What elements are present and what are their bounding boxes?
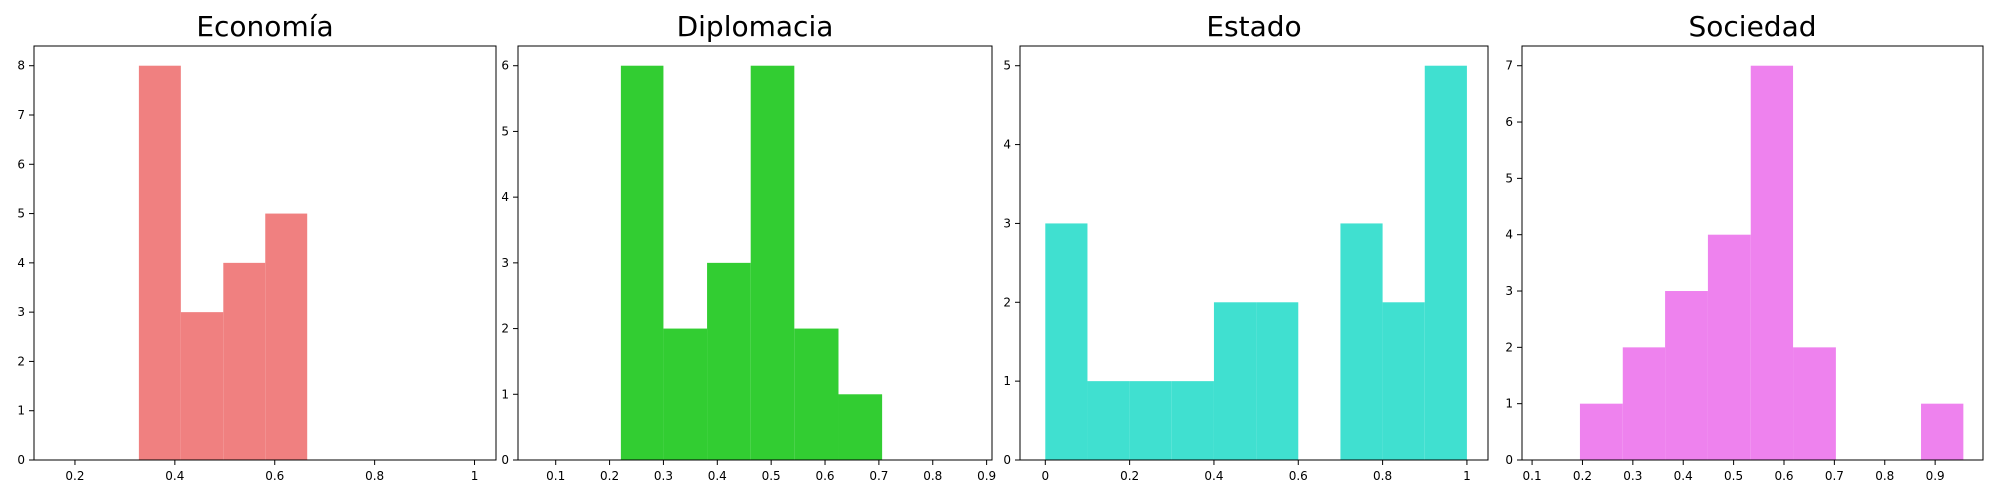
bar [750, 65, 795, 460]
y-tick-label: 4 [17, 256, 25, 270]
bar [1921, 403, 1964, 460]
bar [1129, 381, 1172, 460]
y-tick-label: 1 [17, 404, 25, 418]
x-tick-label: 0.2 [1573, 469, 1592, 483]
bar [1750, 65, 1794, 460]
x-tick-label: 0.4 [708, 469, 727, 483]
x-tick-label: 0.9 [1926, 469, 1945, 483]
bar [223, 262, 266, 460]
axes-frame [33, 45, 497, 461]
bar [838, 394, 883, 460]
y-tick-label: 4 [1505, 228, 1513, 242]
y-tick-label: 0 [17, 453, 25, 467]
x-tick-label: 0.8 [1373, 469, 1392, 483]
bar [1424, 65, 1467, 460]
bar [1707, 234, 1751, 460]
x-tick-label: 0.7 [869, 469, 888, 483]
axes-frame [1521, 45, 1984, 461]
x-tick-label: 0.1 [1523, 469, 1542, 483]
bar [1045, 223, 1088, 460]
y-tick-label: 0 [1505, 453, 1513, 467]
y-tick-label: 7 [17, 108, 25, 122]
x-tick-label: 0.6 [265, 469, 284, 483]
y-tick-label: 5 [1505, 171, 1513, 185]
chart-title: Diplomacia [677, 10, 834, 43]
x-tick-label: 0.6 [1774, 469, 1793, 483]
bar [620, 65, 664, 460]
bar [794, 328, 839, 460]
x-tick-label: 0.8 [365, 469, 384, 483]
bar [1256, 302, 1299, 460]
x-tick-label: 0 [1041, 469, 1049, 483]
x-tick-label: 0.4 [1674, 469, 1693, 483]
x-tick-label: 0.3 [654, 469, 673, 483]
bar [1793, 347, 1836, 460]
x-tick-label: 0.3 [1623, 469, 1642, 483]
y-tick-label: 6 [1505, 115, 1513, 129]
y-tick-label: 1 [1505, 397, 1513, 411]
y-tick-label: 7 [1505, 59, 1513, 73]
y-tick-label: 3 [501, 256, 509, 270]
bar [1665, 291, 1708, 460]
bar [707, 262, 751, 460]
x-tick-label: 0.5 [1724, 469, 1743, 483]
y-tick-label: 3 [1003, 216, 1011, 230]
x-tick-label: 1 [471, 469, 479, 483]
bar [138, 65, 181, 460]
x-tick-label: 0.5 [762, 469, 781, 483]
subplot: Estado 0 0.2 0.4 0.6 0.8 1 0 1 2 3 4 5 [1003, 10, 1489, 483]
y-tick-label: 5 [17, 207, 25, 221]
bar [1213, 302, 1257, 460]
subplot: Economía 0.2 0.4 0.6 0.8 1 0 1 2 3 4 5 6 7 8 [17, 10, 497, 483]
y-tick-label: 3 [17, 305, 25, 319]
bar [265, 213, 308, 460]
x-tick-label: 0.4 [1204, 469, 1223, 483]
y-tick-label: 2 [1505, 340, 1513, 354]
chart-title: Economía [196, 10, 333, 43]
y-tick-label: 2 [17, 354, 25, 368]
x-tick-label: 0.7 [1825, 469, 1844, 483]
bar [180, 312, 224, 460]
x-tick-label: 0.6 [815, 469, 834, 483]
y-tick-label: 1 [501, 387, 509, 401]
bar [1340, 223, 1383, 460]
x-tick-label: 1 [1463, 469, 1471, 483]
bar [1622, 347, 1666, 460]
y-tick-label: 0 [1003, 453, 1011, 467]
y-tick-label: 1 [1003, 374, 1011, 388]
subplot: Sociedad 0.1 0.2 0.3 0.4 0.5 0.6 0.7 0.8 0.9 0 1 2 3 4… [1505, 10, 1984, 483]
bar [663, 328, 708, 460]
y-tick-label: 8 [17, 59, 25, 73]
y-tick-label: 4 [501, 190, 509, 204]
x-tick-label: 0.1 [546, 469, 565, 483]
y-tick-label: 6 [501, 59, 509, 73]
y-tick-label: 2 [501, 322, 509, 336]
x-tick-label: 0.2 [1120, 469, 1139, 483]
y-tick-label: 0 [501, 453, 509, 467]
chart-title: Sociedad [1688, 10, 1816, 43]
x-tick-label: 0.9 [977, 469, 996, 483]
subplot: Diplomacia 0.1 0.2 0.3 0.4 0.5 0.6 0.7 0.8 0.9 0 1 2… [501, 10, 996, 483]
bar [1382, 302, 1425, 460]
chart-title: Estado [1206, 10, 1301, 43]
y-tick-label: 5 [501, 124, 509, 138]
bar [1171, 381, 1214, 460]
y-tick-label: 2 [1003, 295, 1011, 309]
axes-frame [1019, 45, 1489, 461]
x-tick-label: 0.2 [600, 469, 619, 483]
x-tick-label: 0.8 [923, 469, 942, 483]
y-tick-label: 3 [1505, 284, 1513, 298]
y-tick-label: 6 [17, 157, 25, 171]
bar [1579, 403, 1623, 460]
axes-frame [517, 45, 993, 461]
y-tick-label: 4 [1003, 138, 1011, 152]
x-tick-label: 0.6 [1289, 469, 1308, 483]
x-tick-label: 0.2 [65, 469, 84, 483]
x-tick-label: 0.8 [1875, 469, 1894, 483]
y-tick-label: 5 [1003, 59, 1011, 73]
x-tick-label: 0.4 [165, 469, 184, 483]
bar [1087, 381, 1130, 460]
